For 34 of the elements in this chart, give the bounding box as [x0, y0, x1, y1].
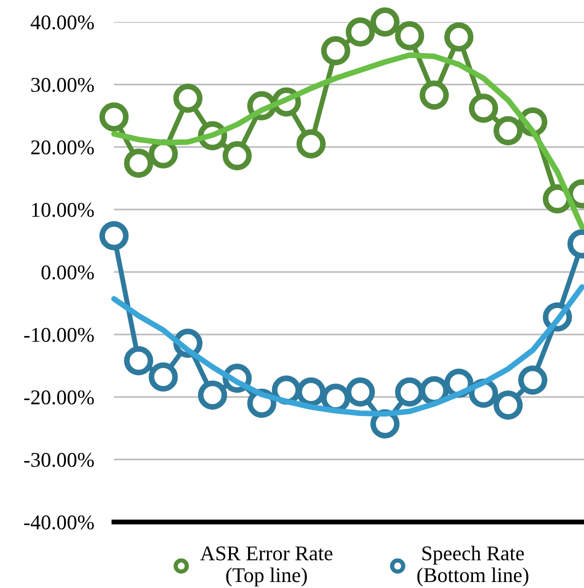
- y-tick-label: -10.00%: [24, 328, 94, 342]
- point: [124, 148, 154, 178]
- y-tick-label: 20.00%: [31, 140, 94, 155]
- y-tick-label: 30.00%: [31, 78, 94, 92]
- point: [494, 390, 523, 420]
- y-tick-label: 10.00%: [32, 202, 94, 218]
- point: [444, 22, 474, 52]
- point: [494, 116, 523, 146]
- point: [395, 21, 424, 50]
- y-tick-label: -40.00%: [24, 515, 94, 530]
- point: [99, 102, 129, 132]
- point: [173, 84, 202, 113]
- point: [99, 221, 129, 250]
- point: [124, 346, 154, 376]
- point: [222, 141, 252, 170]
- point: [148, 139, 178, 168]
- point: [148, 362, 178, 392]
- point: [346, 377, 375, 407]
- point: [420, 80, 449, 110]
- point: [370, 7, 400, 37]
- point: [198, 380, 228, 410]
- point: [296, 129, 326, 158]
- y-tick-label: 40.00%: [30, 15, 94, 30]
- y-tick-label: -20.00%: [24, 390, 94, 405]
- point: [346, 17, 375, 47]
- y-tick-label: 0.00%: [42, 265, 94, 280]
- point: [468, 94, 498, 123]
- point: [321, 36, 350, 66]
- point: [518, 366, 548, 395]
- point: [296, 377, 326, 407]
- point: [395, 377, 424, 407]
- legend-label: Speech Rate (Bottom line): [417, 546, 528, 586]
- y-tick-label: -30.00%: [24, 452, 94, 468]
- legend-label: ASR Error Rate (Top line): [200, 546, 332, 586]
